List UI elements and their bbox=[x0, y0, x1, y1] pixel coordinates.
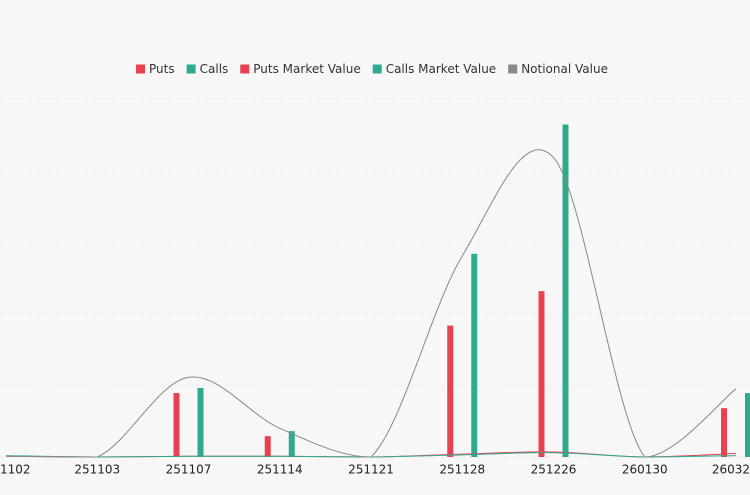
x-tick-label: 26032 bbox=[712, 463, 750, 477]
x-tick-label: 251114 bbox=[257, 463, 303, 477]
x-tick-label: 251121 bbox=[348, 463, 394, 477]
legend-label: Calls bbox=[200, 62, 229, 76]
x-tick-label: 251107 bbox=[166, 463, 212, 477]
x-tick-label: 251103 bbox=[74, 463, 120, 477]
bar bbox=[197, 388, 204, 457]
bar bbox=[745, 393, 750, 457]
x-tick-label: 1102 bbox=[0, 463, 31, 477]
bar bbox=[471, 253, 478, 457]
legend-item: Calls Market Value bbox=[372, 62, 496, 76]
legend-label: Notional Value bbox=[521, 62, 608, 76]
legend-item: Notional Value bbox=[508, 62, 608, 76]
legend-swatch bbox=[508, 64, 518, 74]
legend-label: Puts Market Value bbox=[253, 62, 360, 76]
x-tick-label: 251226 bbox=[531, 463, 577, 477]
bar bbox=[264, 436, 271, 457]
x-tick-label: 251128 bbox=[439, 463, 485, 477]
legend-item: Calls bbox=[186, 62, 229, 76]
legend-swatch bbox=[136, 64, 146, 74]
legend-label: Calls Market Value bbox=[386, 62, 496, 76]
bar bbox=[721, 408, 727, 457]
legend-swatch bbox=[186, 64, 196, 74]
bar bbox=[562, 124, 569, 457]
x-tick-label: 260130 bbox=[622, 463, 668, 477]
legend-item: Puts bbox=[136, 62, 175, 76]
legend-swatch bbox=[240, 64, 250, 74]
line bbox=[5, 149, 737, 458]
bar bbox=[447, 325, 454, 457]
bar bbox=[288, 431, 295, 457]
legend: Puts Calls Puts Market Value Calls Market V… bbox=[136, 62, 608, 76]
legend-label: Puts bbox=[149, 62, 175, 76]
legend-item: Puts Market Value bbox=[240, 62, 361, 76]
bar bbox=[173, 393, 180, 457]
legend-swatch bbox=[372, 64, 382, 74]
bar bbox=[538, 291, 545, 457]
